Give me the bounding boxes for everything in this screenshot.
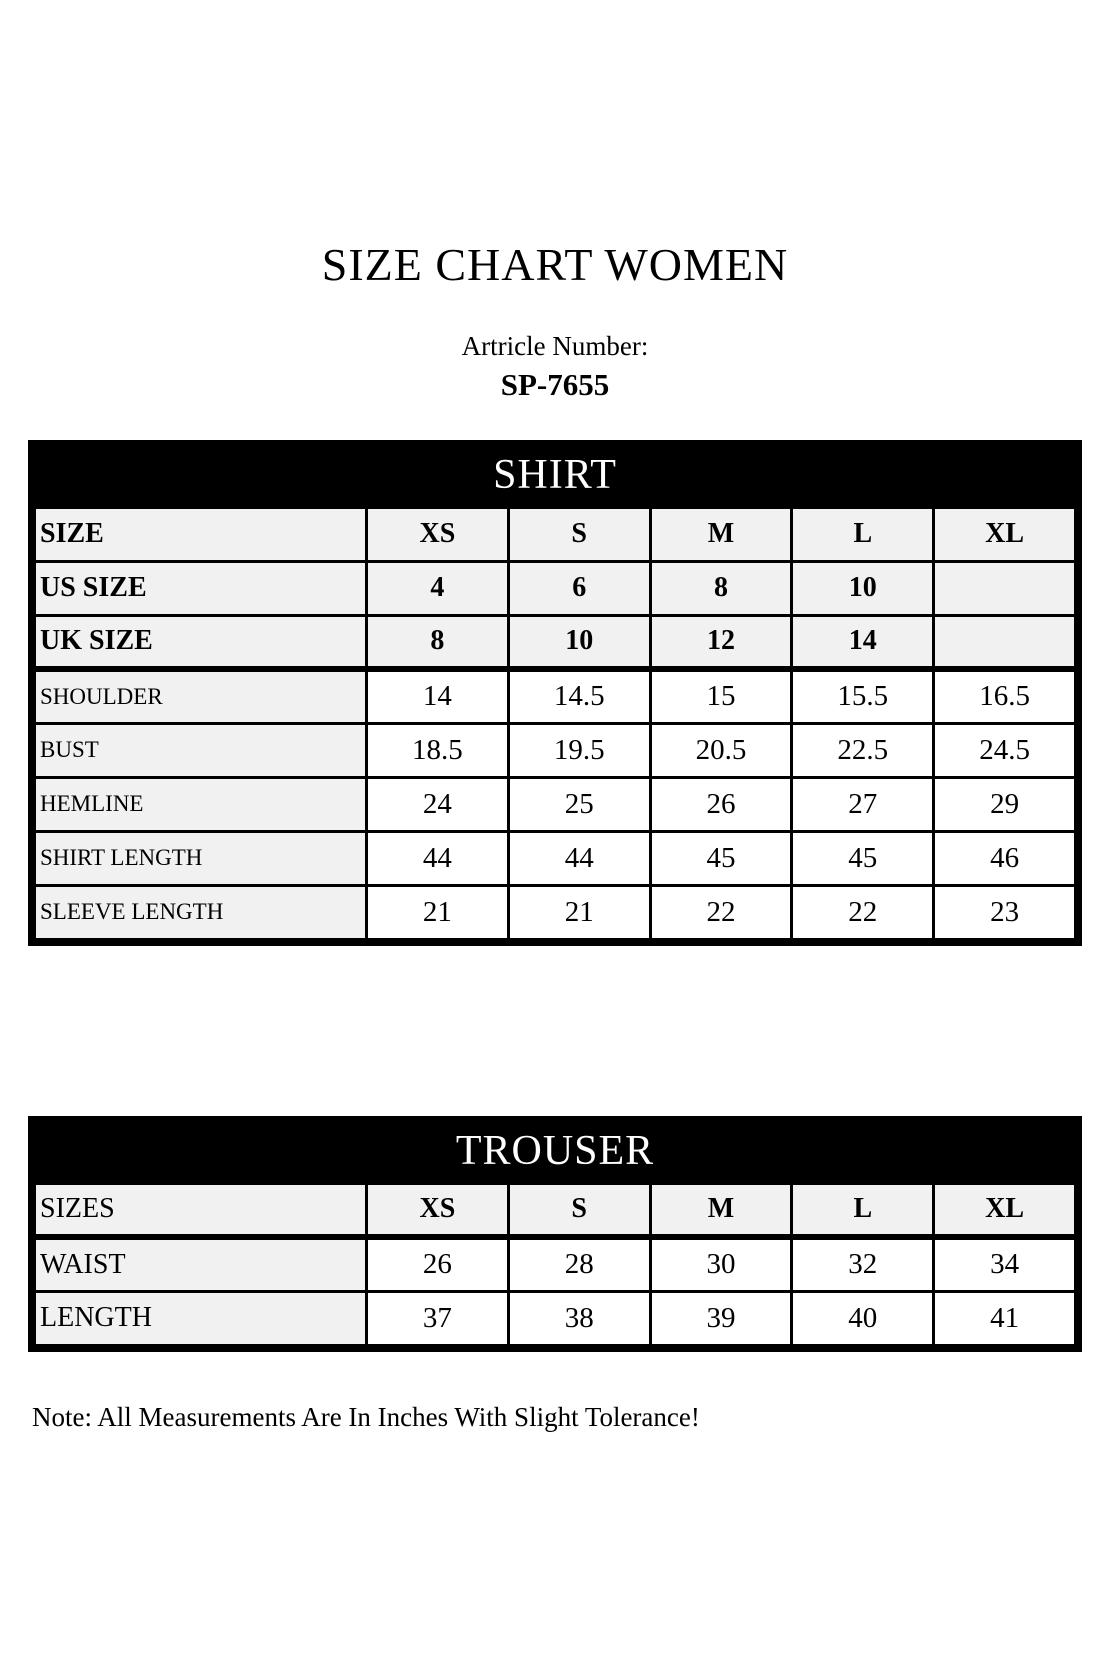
row-label: HEMLINE bbox=[33, 775, 368, 833]
row-label: SHIRT LENGTH bbox=[33, 829, 368, 887]
cell-value: 16.5 bbox=[932, 667, 1077, 725]
cell-value: 22 bbox=[648, 883, 794, 941]
cell-value: 15 bbox=[648, 667, 794, 725]
cell-value: 34 bbox=[932, 1235, 1077, 1293]
row-label: SIZES bbox=[33, 1181, 368, 1241]
cell-value: 21 bbox=[506, 883, 652, 941]
cell-value: 10 bbox=[790, 559, 936, 617]
cell-value: 28 bbox=[506, 1235, 652, 1293]
cell-value: 44 bbox=[506, 829, 652, 887]
cell-value: 45 bbox=[790, 829, 936, 887]
cell-value: 22 bbox=[790, 883, 936, 941]
cell-value: 32 bbox=[790, 1235, 936, 1293]
cell-value: XL bbox=[932, 505, 1077, 563]
row-label: BUST bbox=[33, 721, 368, 779]
cell-value: M bbox=[648, 505, 794, 563]
cell-value: 39 bbox=[648, 1289, 794, 1347]
cell-value: 24.5 bbox=[932, 721, 1077, 779]
cell-value: 26 bbox=[648, 775, 794, 833]
table-row-shoulder: SHOULDER 14 14.5 15 15.5 16.5 bbox=[33, 667, 1077, 725]
cell-value: 18.5 bbox=[365, 721, 510, 779]
cell-value bbox=[932, 559, 1077, 617]
row-label: UK SIZE bbox=[33, 613, 368, 673]
table-row-sleeve-length: SLEEVE LENGTH 21 21 22 22 23 bbox=[33, 883, 1077, 941]
table-row-length: LENGTH 37 38 39 40 41 bbox=[33, 1289, 1077, 1347]
table-row-us-size: US SIZE 4 6 8 10 bbox=[33, 559, 1077, 617]
cell-value: 22.5 bbox=[790, 721, 936, 779]
cell-value: 8 bbox=[365, 613, 510, 673]
cell-value: 8 bbox=[648, 559, 794, 617]
cell-value: 12 bbox=[648, 613, 794, 673]
cell-value: 25 bbox=[506, 775, 652, 833]
table-row-shirt-length: SHIRT LENGTH 44 44 45 45 46 bbox=[33, 829, 1077, 887]
page-title: SIZE CHART WOMEN bbox=[321, 239, 789, 290]
cell-value: S bbox=[506, 1181, 652, 1241]
cell-value: 14 bbox=[790, 613, 936, 673]
cell-value: 15.5 bbox=[790, 667, 936, 725]
cell-value: 6 bbox=[506, 559, 652, 617]
cell-value: 44 bbox=[365, 829, 510, 887]
table-row-uk-size: UK SIZE 8 10 12 14 bbox=[33, 613, 1077, 673]
cell-value: 26 bbox=[365, 1235, 510, 1293]
cell-value: 14.5 bbox=[506, 667, 652, 725]
cell-value: 21 bbox=[365, 883, 510, 941]
cell-value: L bbox=[790, 1181, 936, 1241]
table-row-waist: WAIST 26 28 30 32 34 bbox=[33, 1235, 1077, 1293]
row-label: SHOULDER bbox=[33, 667, 368, 725]
row-label: SIZE bbox=[33, 505, 368, 563]
cell-value: 24 bbox=[365, 775, 510, 833]
article-number-label: Artricle Number: bbox=[461, 330, 649, 361]
cell-value bbox=[932, 613, 1077, 673]
cell-value: XL bbox=[932, 1181, 1077, 1241]
cell-value: 38 bbox=[506, 1289, 652, 1347]
row-label: LENGTH bbox=[33, 1289, 368, 1347]
cell-value: 40 bbox=[790, 1289, 936, 1347]
cell-value: XS bbox=[365, 505, 510, 563]
table-row-bust: BUST 18.5 19.5 20.5 22.5 24.5 bbox=[33, 721, 1077, 779]
shirt-size-table: SIZE XS S M L XL US SIZE 4 6 8 10 UK SIZ… bbox=[33, 505, 1077, 941]
cell-value: 41 bbox=[932, 1289, 1077, 1347]
cell-value: M bbox=[648, 1181, 794, 1241]
cell-value: 4 bbox=[365, 559, 510, 617]
cell-value: 10 bbox=[506, 613, 652, 673]
cell-value: 14 bbox=[365, 667, 510, 725]
trouser-size-table: SIZES XS S M L XL WAIST 26 28 30 32 34 L… bbox=[33, 1181, 1077, 1347]
cell-value: 29 bbox=[932, 775, 1077, 833]
cell-value: 23 bbox=[932, 883, 1077, 941]
measurement-note: Note: All Measurements Are In Inches Wit… bbox=[32, 1401, 700, 1432]
row-label: US SIZE bbox=[33, 559, 368, 617]
cell-value: S bbox=[506, 505, 652, 563]
cell-value: 45 bbox=[648, 829, 794, 887]
cell-value: 30 bbox=[648, 1235, 794, 1293]
shirt-table-title: SHIRT bbox=[33, 444, 1077, 506]
trouser-table-section: TROUSER SIZES XS S M L XL WAIST 26 28 30… bbox=[28, 1115, 1082, 1352]
cell-value: L bbox=[790, 505, 936, 563]
cell-value: 20.5 bbox=[648, 721, 794, 779]
cell-value: 37 bbox=[365, 1289, 510, 1347]
table-row-sizes: SIZES XS S M L XL bbox=[33, 1181, 1077, 1241]
article-number-value: SP-7655 bbox=[500, 366, 610, 402]
table-row-hemline: HEMLINE 24 25 26 27 29 bbox=[33, 775, 1077, 833]
cell-value: XS bbox=[365, 1181, 510, 1241]
cell-value: 19.5 bbox=[506, 721, 652, 779]
row-label: SLEEVE LENGTH bbox=[33, 883, 368, 941]
trouser-table-title: TROUSER bbox=[33, 1120, 1077, 1182]
table-row-size: SIZE XS S M L XL bbox=[33, 505, 1077, 563]
shirt-table-section: SHIRT SIZE XS S M L XL US SIZE 4 6 8 10 bbox=[28, 439, 1082, 946]
row-label: WAIST bbox=[33, 1235, 368, 1293]
cell-value: 27 bbox=[790, 775, 936, 833]
cell-value: 46 bbox=[932, 829, 1077, 887]
